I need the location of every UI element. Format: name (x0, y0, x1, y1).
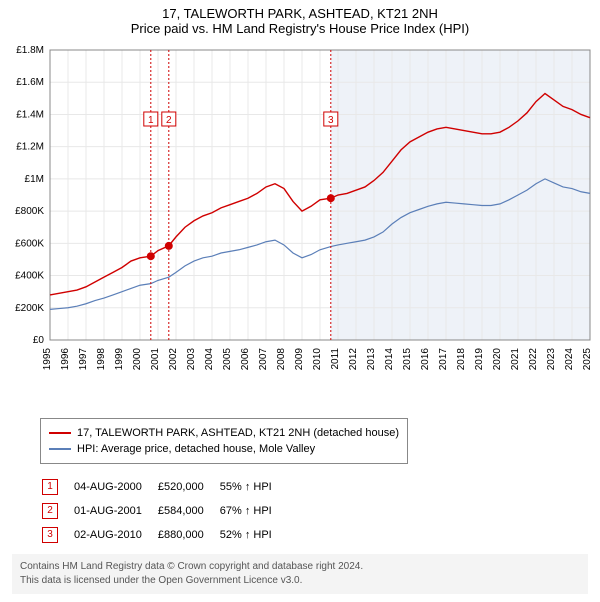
svg-text:3: 3 (328, 115, 334, 126)
svg-text:1998: 1998 (96, 348, 107, 371)
svg-text:2019: 2019 (474, 348, 485, 371)
footer-line2: This data is licensed under the Open Gov… (20, 574, 580, 588)
svg-text:£1.8M: £1.8M (16, 45, 44, 56)
svg-text:1995: 1995 (42, 348, 53, 371)
event-row: 1 04-AUG-2000£520,00055% ↑ HPI (42, 476, 286, 498)
svg-text:2014: 2014 (384, 348, 395, 371)
chart-title-line2: Price paid vs. HM Land Registry's House … (0, 21, 600, 36)
legend-swatch (49, 448, 71, 450)
svg-text:£1M: £1M (25, 174, 44, 185)
svg-text:2009: 2009 (294, 348, 305, 371)
svg-text:2004: 2004 (204, 348, 215, 371)
svg-text:2: 2 (166, 115, 172, 126)
svg-text:2010: 2010 (312, 348, 323, 371)
svg-text:£1.2M: £1.2M (16, 142, 44, 153)
svg-text:1: 1 (148, 115, 154, 126)
svg-text:1999: 1999 (114, 348, 125, 371)
legend-row: 17, TALEWORTH PARK, ASHTEAD, KT21 2NH (d… (49, 425, 399, 441)
event-delta: 55% ↑ HPI (220, 476, 286, 498)
event-price: £880,000 (158, 524, 218, 546)
legend-swatch (49, 432, 71, 434)
svg-text:1996: 1996 (60, 348, 71, 371)
svg-text:£1.4M: £1.4M (16, 109, 44, 120)
svg-text:£200K: £200K (15, 303, 44, 314)
event-marker-box: 3 (42, 527, 58, 543)
svg-text:2012: 2012 (348, 348, 359, 371)
footer: Contains HM Land Registry data © Crown c… (12, 554, 588, 594)
svg-text:2024: 2024 (564, 348, 575, 371)
svg-text:2000: 2000 (132, 348, 143, 371)
svg-text:£400K: £400K (15, 271, 44, 282)
svg-text:2002: 2002 (168, 348, 179, 371)
svg-text:2018: 2018 (456, 348, 467, 371)
event-price: £584,000 (158, 500, 218, 522)
svg-text:2015: 2015 (402, 348, 413, 371)
event-marker-box: 2 (42, 503, 58, 519)
chart-svg: £0 £200K £400K £600K £800K £1M £1.2M £1.4M £1.6M… (0, 40, 600, 410)
event-delta: 52% ↑ HPI (220, 524, 286, 546)
event-date: 04-AUG-2000 (74, 476, 156, 498)
svg-text:2001: 2001 (150, 348, 161, 371)
svg-text:2007: 2007 (258, 348, 269, 371)
event-row: 3 02-AUG-2010£880,00052% ↑ HPI (42, 524, 286, 546)
svg-text:2022: 2022 (528, 348, 539, 371)
svg-text:2016: 2016 (420, 348, 431, 371)
event-date: 01-AUG-2001 (74, 500, 156, 522)
svg-text:£800K: £800K (15, 206, 44, 217)
legend: 17, TALEWORTH PARK, ASHTEAD, KT21 2NH (d… (40, 418, 408, 464)
svg-text:2008: 2008 (276, 348, 287, 371)
footer-line1: Contains HM Land Registry data © Crown c… (20, 560, 580, 574)
svg-text:2017: 2017 (438, 348, 449, 371)
svg-text:2025: 2025 (582, 348, 593, 371)
svg-text:1997: 1997 (78, 348, 89, 371)
svg-text:2023: 2023 (546, 348, 557, 371)
svg-text:£0: £0 (33, 335, 45, 346)
svg-text:2003: 2003 (186, 348, 197, 371)
event-row: 2 01-AUG-2001£584,00067% ↑ HPI (42, 500, 286, 522)
events-table: 1 04-AUG-2000£520,00055% ↑ HPI 2 01-AUG-200… (40, 474, 288, 548)
svg-text:2005: 2005 (222, 348, 233, 371)
svg-text:£1.6M: £1.6M (16, 77, 44, 88)
chart: £0 £200K £400K £600K £800K £1M £1.2M £1.4M £1.6M… (0, 40, 600, 410)
event-delta: 67% ↑ HPI (220, 500, 286, 522)
svg-text:2021: 2021 (510, 348, 521, 371)
event-marker-box: 1 (42, 479, 58, 495)
svg-text:2013: 2013 (366, 348, 377, 371)
legend-row: HPI: Average price, detached house, Mole… (49, 441, 399, 457)
event-price: £520,000 (158, 476, 218, 498)
svg-text:2020: 2020 (492, 348, 503, 371)
page-root: 17, TALEWORTH PARK, ASHTEAD, KT21 2NH Pr… (0, 0, 600, 594)
event-date: 02-AUG-2010 (74, 524, 156, 546)
legend-label: HPI: Average price, detached house, Mole… (77, 441, 315, 457)
legend-label: 17, TALEWORTH PARK, ASHTEAD, KT21 2NH (d… (77, 425, 399, 441)
chart-title-line1: 17, TALEWORTH PARK, ASHTEAD, KT21 2NH (0, 6, 600, 21)
svg-text:2006: 2006 (240, 348, 251, 371)
svg-text:2011: 2011 (330, 348, 341, 370)
svg-text:£600K: £600K (15, 238, 44, 249)
chart-title-block: 17, TALEWORTH PARK, ASHTEAD, KT21 2NH Pr… (0, 0, 600, 40)
